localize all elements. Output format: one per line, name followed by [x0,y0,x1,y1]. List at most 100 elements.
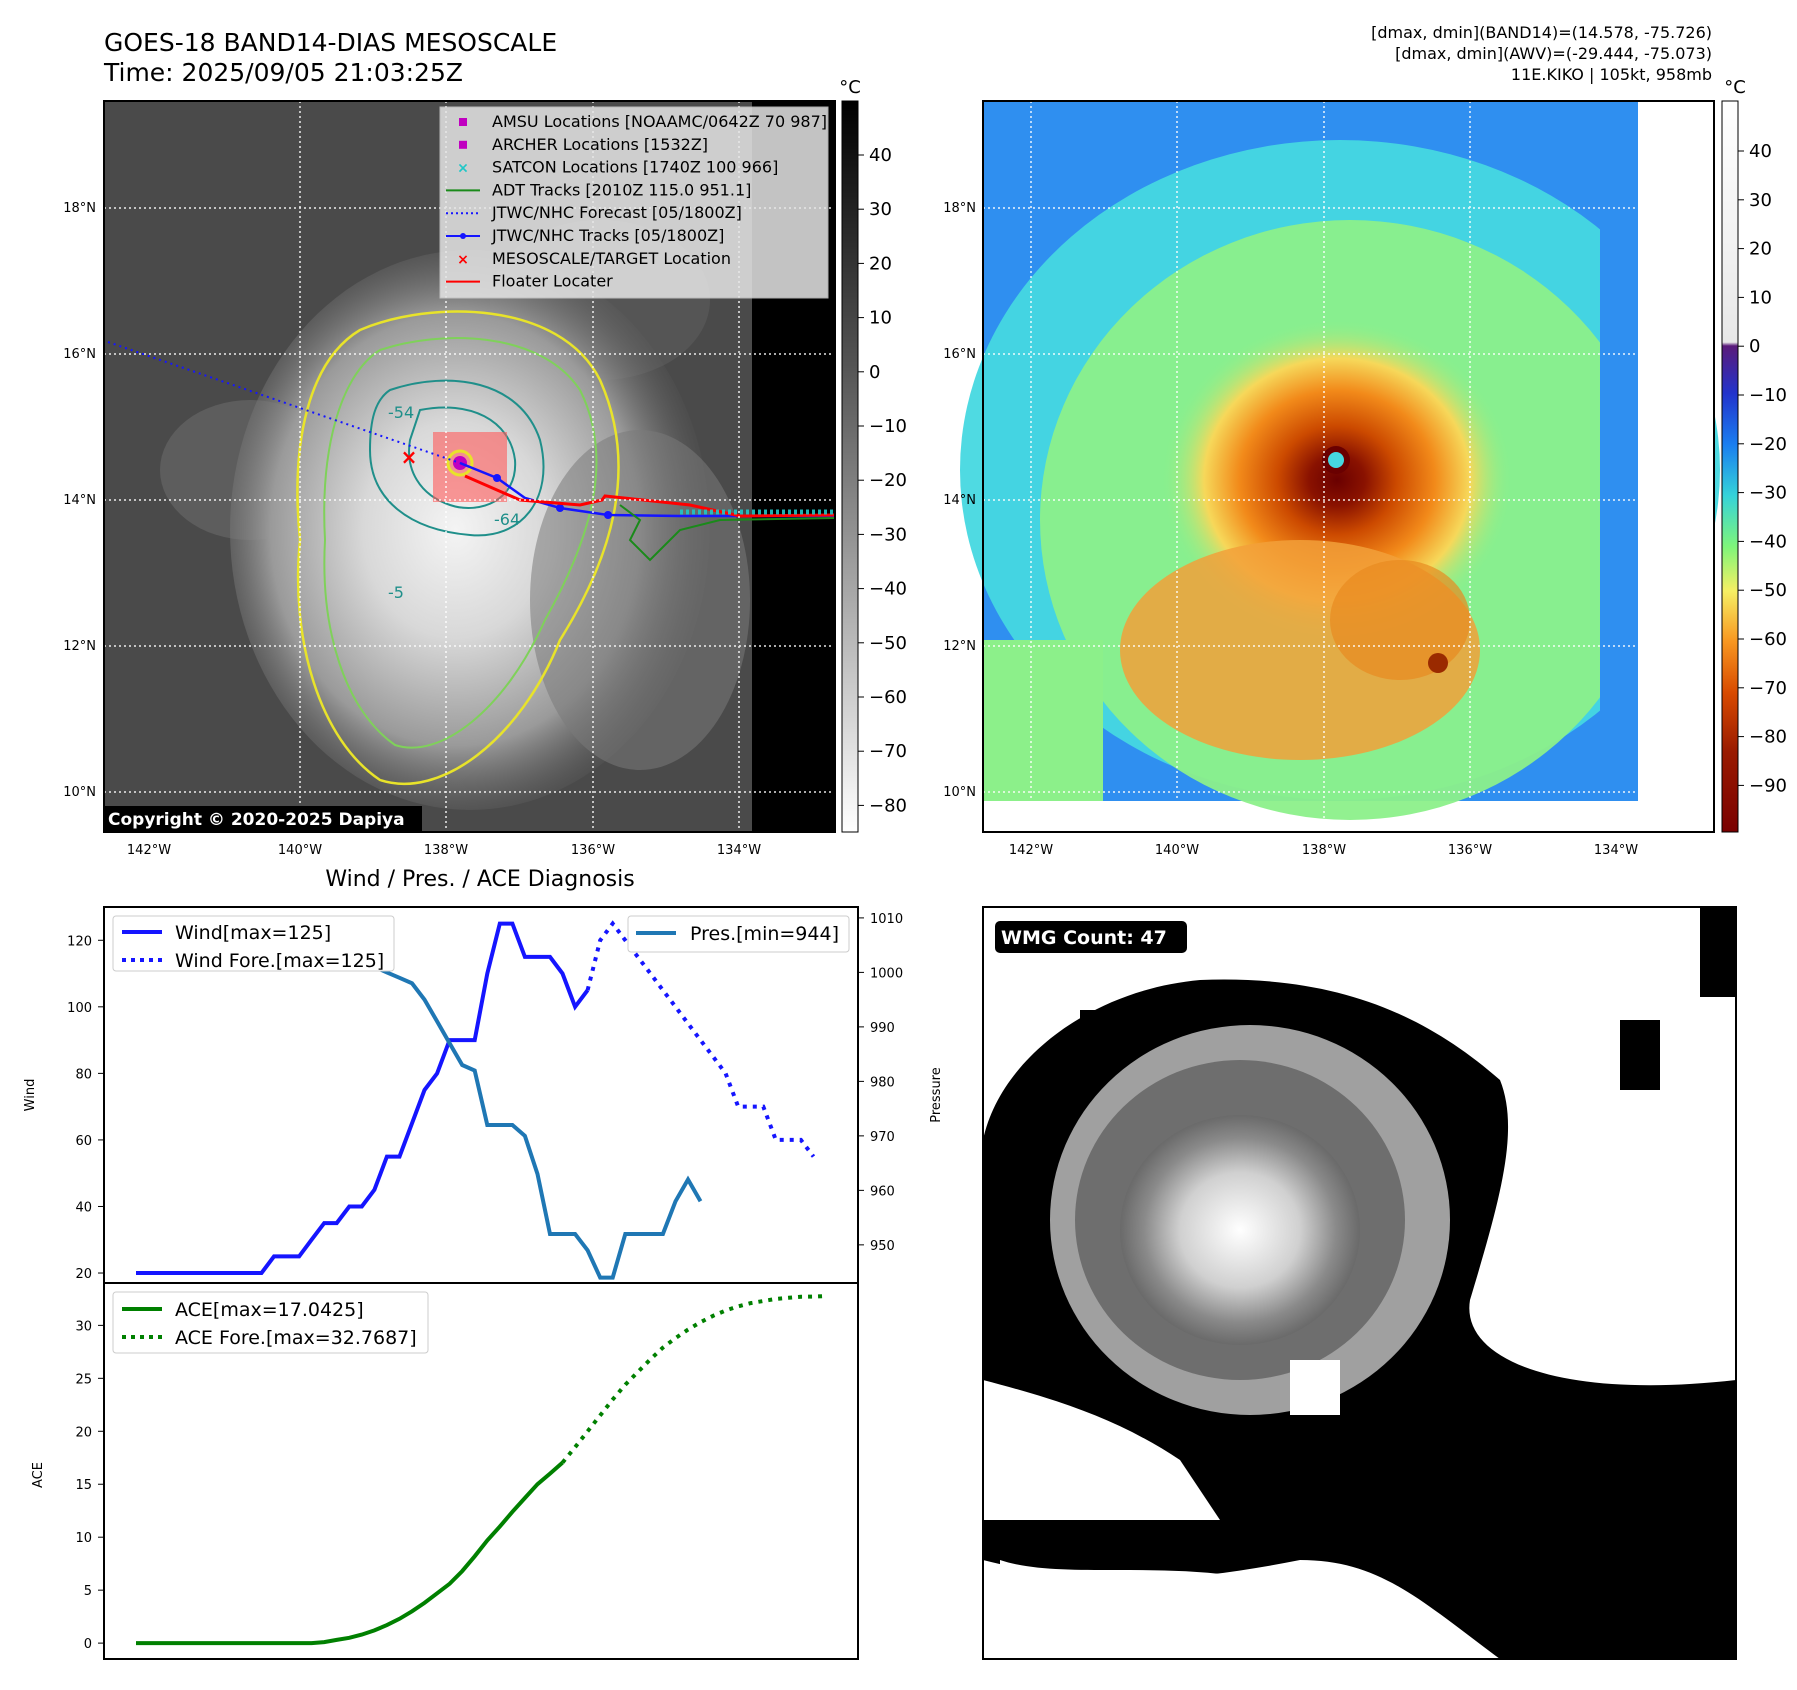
wmg-panel: WMG Count: 47 [982,906,1737,1660]
legend-items: AMSU Locations [NOAAMC/0642Z 70 987] ARCH… [446,112,827,291]
wind-y-tick: 20 [75,1267,92,1282]
color-map-panel [960,100,1720,833]
diagnosis-title: Wind / Pres. / ACE Diagnosis [325,867,634,892]
ir-colorbar-unit: °C [839,77,861,98]
ir-colorbar-tick: −80 [869,795,907,816]
ace-legend: ACE[max=17.0425] ACE Fore.[max=32.7687] [112,1291,429,1354]
legend-label: Floater Locater [492,272,613,291]
color-map-lat-tick: 12°N [943,639,976,654]
ir-colorbar-tick: −20 [869,470,907,491]
ace-y-tick: 10 [75,1531,92,1546]
color-colorbar: °C [1721,77,1746,833]
ace-y-tick: 5 [84,1584,92,1599]
wind-legend-label: Wind[max=125] [175,922,331,944]
wind-legend: Wind[max=125] Wind Fore.[max=125] [112,915,395,972]
color-map-lat-tick: 16°N [943,347,976,362]
color-map-lat-tick: 18°N [943,201,976,216]
legend-label: JTWC/NHC Forecast [05/1800Z] [491,203,742,222]
legend-label: MESOSCALE/TARGET Location [492,249,731,268]
ace-y-tick: 0 [84,1637,92,1652]
legend-marker [459,140,467,149]
color-colorbar-tick: 30 [1749,190,1772,211]
legend-marker: × [457,161,469,177]
ir-colorbar-tick: 30 [869,199,892,220]
legend-label: ADT Tracks [2010Z 115.0 951.1] [492,180,751,199]
wind-y-tick: 80 [75,1067,92,1082]
wind-y-right-tick: 950 [870,1239,895,1254]
ace-y-tick: 15 [75,1478,92,1493]
forecast-track-line [107,341,461,464]
legend-label: AMSU Locations [NOAAMC/0642Z 70 987] [492,112,827,131]
figure-title: GOES-18 BAND14-DIAS MESOSCALE [104,28,557,57]
ace-axis-label: ACE [31,1462,46,1488]
color-map-lon-tick: 142°W [1009,843,1053,858]
color-colorbar-tick: −20 [1749,434,1787,455]
ir-colorbar-tick: 20 [869,253,892,274]
wind-y-right-tick: 960 [870,1184,895,1199]
ir-colorbar-tick: −30 [869,524,907,545]
legend-label: SATCON Locations [1740Z 100 966] [492,158,778,177]
ir-map-lat-tick: 16°N [63,347,96,362]
color-colorbar-tick: −90 [1749,775,1787,796]
wind-y-right-tick: 970 [870,1130,895,1145]
wmg-count-label: WMG Count: 47 [1001,927,1167,949]
ace-legend-label: ACE[max=17.0425] [175,1299,364,1321]
color-map-lon-tick: 136°W [1448,843,1492,858]
ir-colorbar-tick: 0 [869,362,880,383]
color-colorbar-tick: −80 [1749,727,1787,748]
color-map-lat-tick: 10°N [943,785,976,800]
ace-forecast-legend-label: ACE Fore.[max=32.7687] [175,1327,417,1349]
ir-map-legend [439,106,829,299]
adt-track-line [619,504,836,562]
color-colorbar-tick: −40 [1749,531,1787,552]
wind-series-0 [136,921,590,1275]
ir-map-lon-tick: 136°W [571,843,615,858]
ir-map-lon-tick: 134°W [717,843,761,858]
ir-colorbar-tick: −70 [869,741,907,762]
wind-y-tick: 60 [75,1134,92,1149]
ace-series-1 [560,1294,827,1464]
info-awv-range: [dmax, dmin](AWV)=(-29.444, -75.073) [1395,44,1712,63]
ace-y-tick: 25 [75,1372,92,1387]
color-colorbar-tick: −60 [1749,629,1787,650]
contour-label-54: -54 [388,403,414,422]
wind-y-right-tick: 1000 [870,966,903,981]
wind-y-tick: 120 [67,934,92,949]
wind-y-tick: 40 [75,1200,92,1215]
color-colorbar-tick: −50 [1749,580,1787,601]
ir-map-lon-tick: 140°W [278,843,322,858]
svg-text:×: × [401,445,418,469]
legend-marker [459,118,467,126]
ir-colorbar-tick: 40 [869,145,892,166]
wind-y-right-tick: 980 [870,1075,895,1090]
ir-map-lon-tick: 142°W [127,843,171,858]
ir-colorbar-tick: −50 [869,633,907,654]
contour-label-5: -5 [388,583,404,602]
color-colorbar-tick: 40 [1749,141,1772,162]
legend-label: ARCHER Locations [1532Z] [492,135,708,154]
ir-map-lat-tick: 12°N [63,639,96,654]
pressure-axis-label: Pressure [929,1067,944,1123]
ir-map-lat-tick: 14°N [63,493,96,508]
ir-colorbar-tick: −40 [869,579,907,600]
color-map-lon-tick: 138°W [1302,843,1346,858]
info-storm-id: 11E.KIKO | 105kt, 958mb [1511,65,1712,84]
info-band14-range: [dmax, dmin](BAND14)=(14.578, -75.726) [1371,23,1712,42]
wind-y-right-tick: 1010 [870,912,903,927]
copyright-label: Copyright © 2020-2025 Dapiya [108,810,405,830]
ir-colorbar: °C [839,77,861,833]
wind-y-tick: 100 [67,1001,92,1016]
wind-forecast-legend-label: Wind Fore.[max=125] [175,950,384,972]
color-colorbar-tick: 0 [1749,336,1760,357]
color-map-lat-tick: 14°N [943,493,976,508]
color-colorbar-tick: −10 [1749,385,1787,406]
ir-map-lon-tick: 138°W [424,843,468,858]
ir-map-lat-tick: 10°N [63,785,96,800]
wind-y-right-tick: 990 [870,1021,895,1036]
color-colorbar-tick: −30 [1749,483,1787,504]
ir-map-lat-tick: 18°N [63,201,96,216]
ir-colorbar-tick: 10 [869,308,892,329]
wind-series-1 [585,920,816,1158]
pressure-legend: Pres.[min=944] [627,915,850,953]
ace-y-tick: 30 [75,1319,92,1334]
